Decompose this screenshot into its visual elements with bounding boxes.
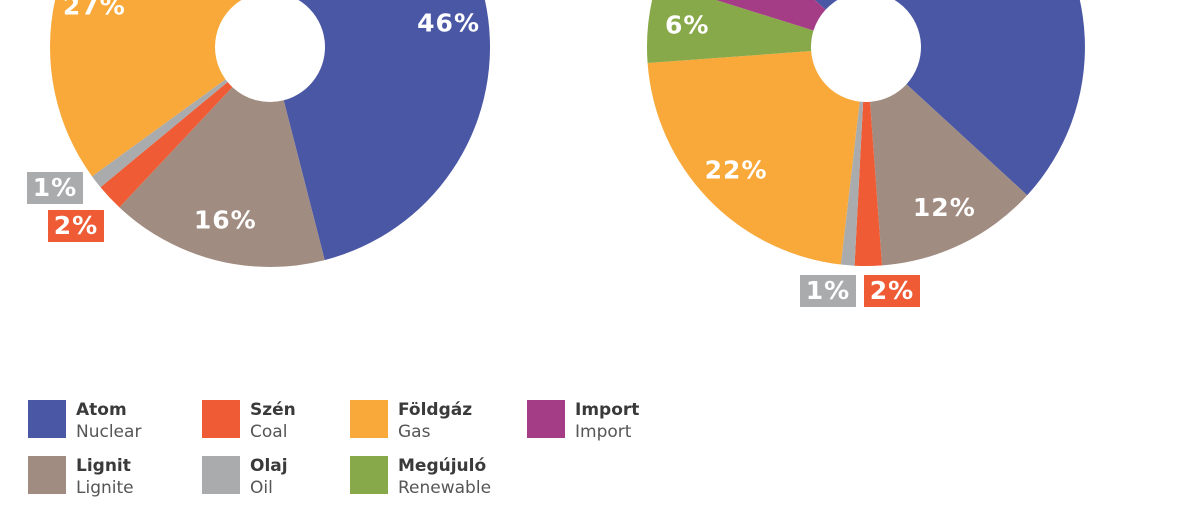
legend-name: Lignit bbox=[76, 456, 131, 476]
legend-name: Import bbox=[575, 400, 639, 420]
value-label: 2% bbox=[54, 211, 98, 240]
legend-swatch bbox=[527, 400, 565, 438]
value-label: 2% bbox=[870, 276, 914, 305]
value-label: 46% bbox=[417, 8, 480, 37]
legend-name: Megújuló bbox=[398, 456, 486, 476]
legend-subname: Renewable bbox=[398, 478, 491, 498]
legend-subname: Coal bbox=[250, 422, 287, 442]
legend-subname: Gas bbox=[398, 422, 431, 442]
pie-slice bbox=[840, 101, 864, 266]
pie-slice bbox=[283, 0, 490, 261]
pie-slice bbox=[50, 0, 242, 177]
legend-swatch bbox=[202, 400, 240, 438]
legend-swatch bbox=[350, 400, 388, 438]
pie-slice bbox=[854, 101, 883, 266]
legend-name: Szén bbox=[250, 400, 296, 420]
legend-subname: Nuclear bbox=[76, 422, 141, 442]
value-label: 6% bbox=[665, 10, 709, 39]
legend-name: Olaj bbox=[250, 456, 288, 476]
value-label: 16% bbox=[194, 205, 257, 234]
label-box bbox=[48, 210, 104, 242]
value-label: 1% bbox=[806, 276, 850, 305]
pie-slice bbox=[647, 0, 814, 64]
legend-subname: Lignite bbox=[76, 478, 134, 498]
legend-subname: Oil bbox=[250, 478, 273, 498]
pie-slice bbox=[870, 84, 1028, 266]
value-label: 22% bbox=[705, 156, 768, 185]
legend-subname: Import bbox=[575, 422, 632, 442]
value-label: 12% bbox=[913, 193, 976, 222]
legend-name: Atom bbox=[76, 400, 127, 420]
pie-slice bbox=[92, 79, 228, 188]
legend-swatch bbox=[28, 456, 66, 494]
legend-swatch bbox=[350, 456, 388, 494]
value-label: 27% bbox=[63, 0, 126, 21]
pie-slice bbox=[716, 0, 826, 31]
pie-slice bbox=[119, 87, 325, 267]
pie-slice bbox=[814, 0, 1085, 196]
pie-slice bbox=[100, 82, 233, 208]
value-label: 1% bbox=[33, 173, 77, 202]
legend-swatch bbox=[28, 400, 66, 438]
label-box bbox=[800, 275, 856, 307]
label-box bbox=[27, 172, 83, 204]
label-box bbox=[864, 275, 920, 307]
legend-name: Földgáz bbox=[398, 400, 472, 420]
legend-swatch bbox=[202, 456, 240, 494]
pie-slice bbox=[647, 51, 860, 265]
